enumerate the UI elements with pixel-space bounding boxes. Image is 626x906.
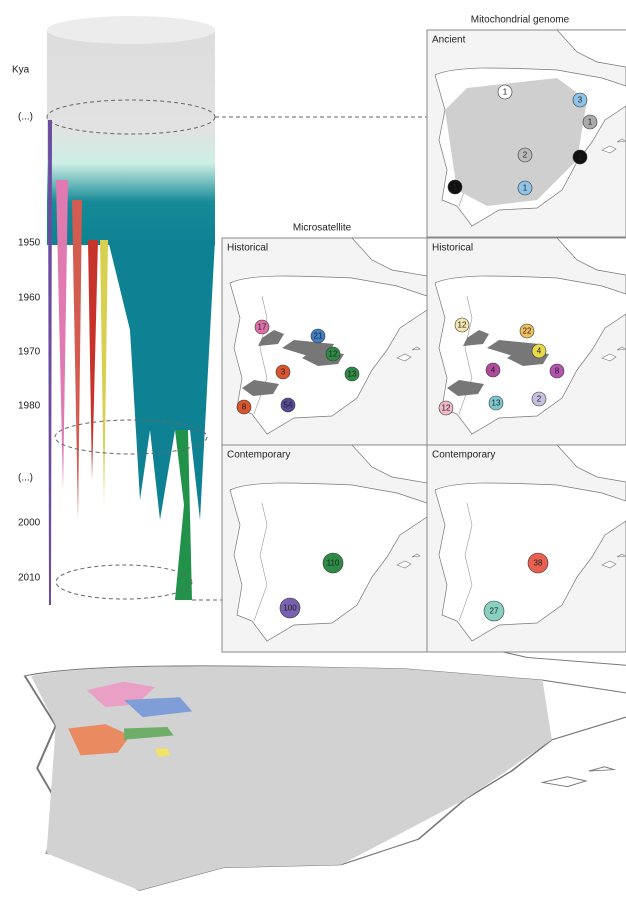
time-label: 1960 [18,293,41,304]
marker-label: 27 [490,607,499,616]
time-label: 2000 [18,518,41,529]
panel-title: Ancient [432,35,466,46]
time-label: 1950 [18,238,41,249]
marker-label: 17 [258,323,267,332]
marker-label: 3 [578,96,583,105]
time-label: 2010 [18,573,41,584]
marker-label: 12 [329,350,338,359]
marker-label: 13 [492,399,501,408]
map-panel: Contemporary 38 27 [427,445,626,652]
panel-title: Historical [227,243,268,254]
marker-label: 54 [284,401,293,410]
marker-label: 4 [491,366,496,375]
marker-label: 110 [327,559,340,568]
map-panel: Historical 12 22 4 4 8 2 12 13 [427,238,626,445]
marker-label: 4 [537,347,542,356]
marker-label: 1 [453,183,458,192]
marker-label: 12 [442,404,451,413]
marker-label: 2 [523,151,528,160]
time-label: 1970 [18,347,41,358]
figure: Kya (...) 1950 1960 1970 1980 (...) 2000 2010 M… [0,0,626,906]
marker-label: 1 [588,118,593,127]
marker-label: 8 [242,403,247,412]
panel-title: Contemporary [227,450,290,461]
panel-title: Contemporary [432,450,495,461]
marker-label: 100 [283,604,297,613]
marker-label: 8 [555,367,560,376]
marker-label: 38 [534,559,543,568]
time-label: 1980 [18,401,41,412]
marker-label: 2 [537,395,542,404]
marker-label: 22 [523,327,532,336]
marker-label: 21 [314,332,323,341]
marker-label: 13 [348,370,357,379]
marker-label: 1 [503,88,508,97]
header: Mitochondrial genome [471,15,570,26]
map-panel: Contemporary 110 100 [222,445,427,652]
panel-title: Historical [432,243,473,254]
time-label: (...) [18,473,33,484]
header: Microsatellite [293,223,352,234]
marker-label: 12 [458,321,467,330]
map-panel: Ancient 1 3 1 2 1 1 1 [427,30,626,237]
marker-label: 1 [578,153,583,162]
time-label: (...) [18,112,33,123]
unit: Kya [12,65,30,76]
map-panel: Historical 17 21 12 13 3 8 54 [222,238,427,445]
marker-label: 1 [523,184,528,193]
marker-label: 3 [281,368,286,377]
